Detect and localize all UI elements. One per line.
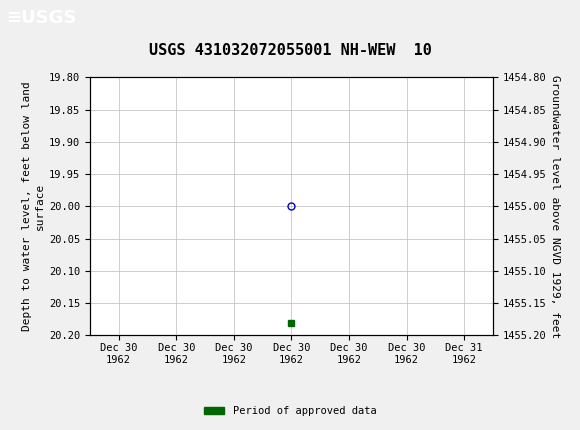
Legend: Period of approved data: Period of approved data (200, 402, 380, 421)
Y-axis label: Groundwater level above NGVD 1929, feet: Groundwater level above NGVD 1929, feet (550, 75, 560, 338)
Text: USGS 431032072055001 NH-WEW  10: USGS 431032072055001 NH-WEW 10 (148, 43, 432, 58)
Y-axis label: Depth to water level, feet below land
surface: Depth to water level, feet below land su… (23, 82, 45, 331)
Text: ≡USGS: ≡USGS (6, 9, 77, 27)
